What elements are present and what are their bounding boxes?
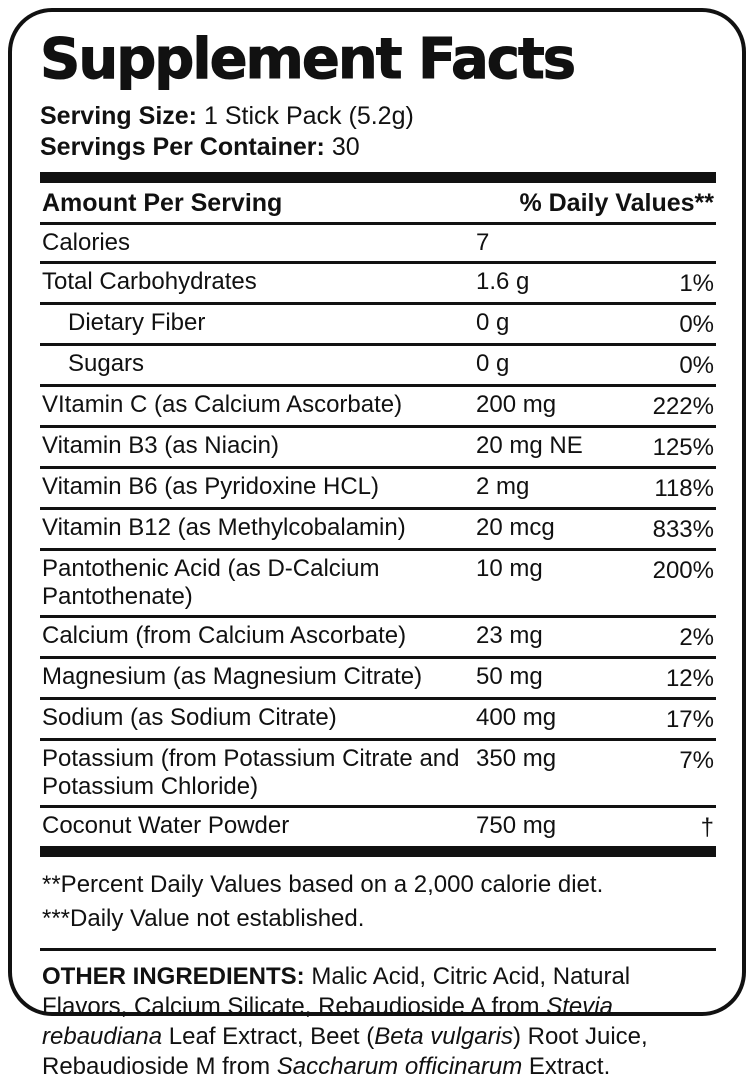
footnote-not-established: ***Daily Value not established. <box>42 905 365 932</box>
nutrient-daily-value: 12% <box>665 665 714 692</box>
table-header-row: Amount Per Serving % Daily Values** <box>40 183 716 225</box>
ingredient-text-segment: Malic Acid, Citric Acid, Natural Flavors… <box>42 963 631 1020</box>
nutrient-amount: 0 g <box>476 309 510 336</box>
serving-size-line: Serving Size: 1 Stick Pack (5.2g) <box>40 101 716 132</box>
table-row-total-carbohydrates: Total Carbohydrates 1.6 g 1% <box>40 264 716 305</box>
nutrient-name: Dietary Fiber <box>68 309 206 336</box>
nutrient-name: Vitamin B3 (as Niacin) <box>42 432 279 459</box>
table-row-coconut-water-powder: Coconut Water Powder 750 mg † <box>40 808 716 846</box>
nutrient-daily-value <box>626 229 714 231</box>
nutrient-daily-value: 7% <box>679 747 714 774</box>
nutrient-daily-value: 833% <box>652 516 714 543</box>
servings-per-container-line: Servings Per Container: 30 <box>40 132 716 163</box>
table-row-calcium: Calcium (from Calcium Ascorbate) 23 mg 2… <box>40 618 716 659</box>
nutrient-name: Total Carbohydrates <box>42 268 257 295</box>
table-row-calories: Calories 7 <box>40 225 716 264</box>
serving-size-label: Serving Size: <box>40 102 197 130</box>
supplement-facts-label: Supplement Facts Serving Size: 1 Stick Pa… <box>8 8 746 1080</box>
footnotes-section: **Percent Daily Values based on a 2,000 … <box>40 857 716 948</box>
ingredient-text-segment: Saccharum officinarum <box>276 1053 523 1080</box>
label-title: Supplement Facts <box>40 27 577 92</box>
nutrient-amount: 400 mg <box>476 704 557 731</box>
nutrient-name: Vitamin B12 (as Methylcobalamin) <box>42 514 406 541</box>
nutrient-name: Vitamin B6 (as Pyridoxine HCL) <box>42 473 380 500</box>
nutrient-amount: 20 mcg <box>476 514 555 541</box>
nutrient-daily-value: 222% <box>652 393 714 420</box>
nutrient-name: Calcium (from Calcium Ascorbate) <box>42 622 407 649</box>
nutrient-daily-value: 17% <box>665 706 714 733</box>
top-thick-divider <box>40 172 716 183</box>
nutrient-daily-value: 1% <box>679 270 714 297</box>
nutrient-daily-value: 125% <box>652 434 714 461</box>
table-row-vitamin-c: VItamin C (as Calcium Ascorbate) 200 mg … <box>40 387 716 428</box>
nutrient-name: VItamin C (as Calcium Ascorbate) <box>42 391 403 418</box>
bottom-thick-divider <box>40 846 716 857</box>
nutrient-daily-value: 0% <box>679 311 714 338</box>
nutrient-amount: 200 mg <box>476 391 557 418</box>
table-row-vitamin-b12: Vitamin B12 (as Methylcobalamin) 20 mcg … <box>40 510 716 551</box>
table-row-vitamin-b6: Vitamin B6 (as Pyridoxine HCL) 2 mg 118% <box>40 469 716 510</box>
nutrient-name: Calories <box>42 229 131 256</box>
nutrient-amount: 7 <box>476 229 490 256</box>
nutrient-name: Pantothenic Acid (as D-Calcium Pantothen… <box>42 555 380 610</box>
servings-per-container-value: 30 <box>331 133 360 161</box>
nutrient-name: Magnesium (as Magnesium Citrate) <box>42 663 423 690</box>
table-row-magnesium: Magnesium (as Magnesium Citrate) 50 mg 1… <box>40 659 716 700</box>
nutrient-daily-value: 118% <box>654 475 714 502</box>
table-row-sodium: Sodium (as Sodium Citrate) 400 mg 17% <box>40 700 716 741</box>
nutrient-amount: 20 mg NE <box>476 432 583 459</box>
nutrient-daily-value: 200% <box>652 557 714 584</box>
nutrient-name: Potassium (from Potassium Citrate and Po… <box>42 745 460 800</box>
table-row-dietary-fiber: Dietary Fiber 0 g 0% <box>40 305 716 346</box>
table-row-vitamin-b3: Vitamin B3 (as Niacin) 20 mg NE 125% <box>40 428 716 469</box>
nutrient-daily-value: 2% <box>679 624 714 651</box>
nutrient-name: Sodium (as Sodium Citrate) <box>42 704 337 731</box>
nutrient-amount: 0 g <box>476 350 510 377</box>
serving-info: Serving Size: 1 Stick Pack (5.2g) Serving… <box>40 101 716 163</box>
nutrient-amount: 50 mg <box>476 663 543 690</box>
nutrient-amount: 2 mg <box>476 473 530 500</box>
footnote-daily-values: **Percent Daily Values based on a 2,000 … <box>42 871 604 898</box>
table-row-pantothenic-acid: Pantothenic Acid (as D-Calcium Pantothen… <box>40 551 716 618</box>
nutrient-amount: 350 mg <box>476 745 557 772</box>
table-row-potassium: Potassium (from Potassium Citrate and Po… <box>40 741 716 808</box>
nutrient-amount: 10 mg <box>476 555 543 582</box>
ingredient-text-segment: Extract. <box>522 1053 611 1080</box>
nutrient-amount: 750 mg <box>476 812 557 839</box>
serving-size-value: 1 Stick Pack (5.2g) <box>204 102 414 130</box>
nutrient-daily-value: 0% <box>679 352 714 379</box>
other-ingredients-section: OTHER INGREDIENTS: Malic Acid, Citric Ac… <box>40 951 716 1082</box>
nutrient-name: Sugars <box>68 350 145 377</box>
nutrient-name: Coconut Water Powder <box>42 812 290 839</box>
ingredient-text-segment: OTHER INGREDIENTS: <box>42 963 305 990</box>
table-row-sugars: Sugars 0 g 0% <box>40 346 716 387</box>
servings-per-container-label: Servings Per Container: <box>40 133 325 161</box>
nutrient-amount: 1.6 g <box>476 268 530 295</box>
ingredient-text-segment: Beta vulgaris <box>374 1023 513 1050</box>
daily-values-header: % Daily Values** <box>519 189 714 217</box>
footnote-divider <box>40 948 716 951</box>
nutrient-amount: 23 mg <box>476 622 543 649</box>
ingredient-text-segment: Leaf Extract, Beet ( <box>162 1023 375 1050</box>
dagger-symbol: † <box>700 814 714 841</box>
amount-per-serving-header: Amount Per Serving <box>42 189 283 217</box>
